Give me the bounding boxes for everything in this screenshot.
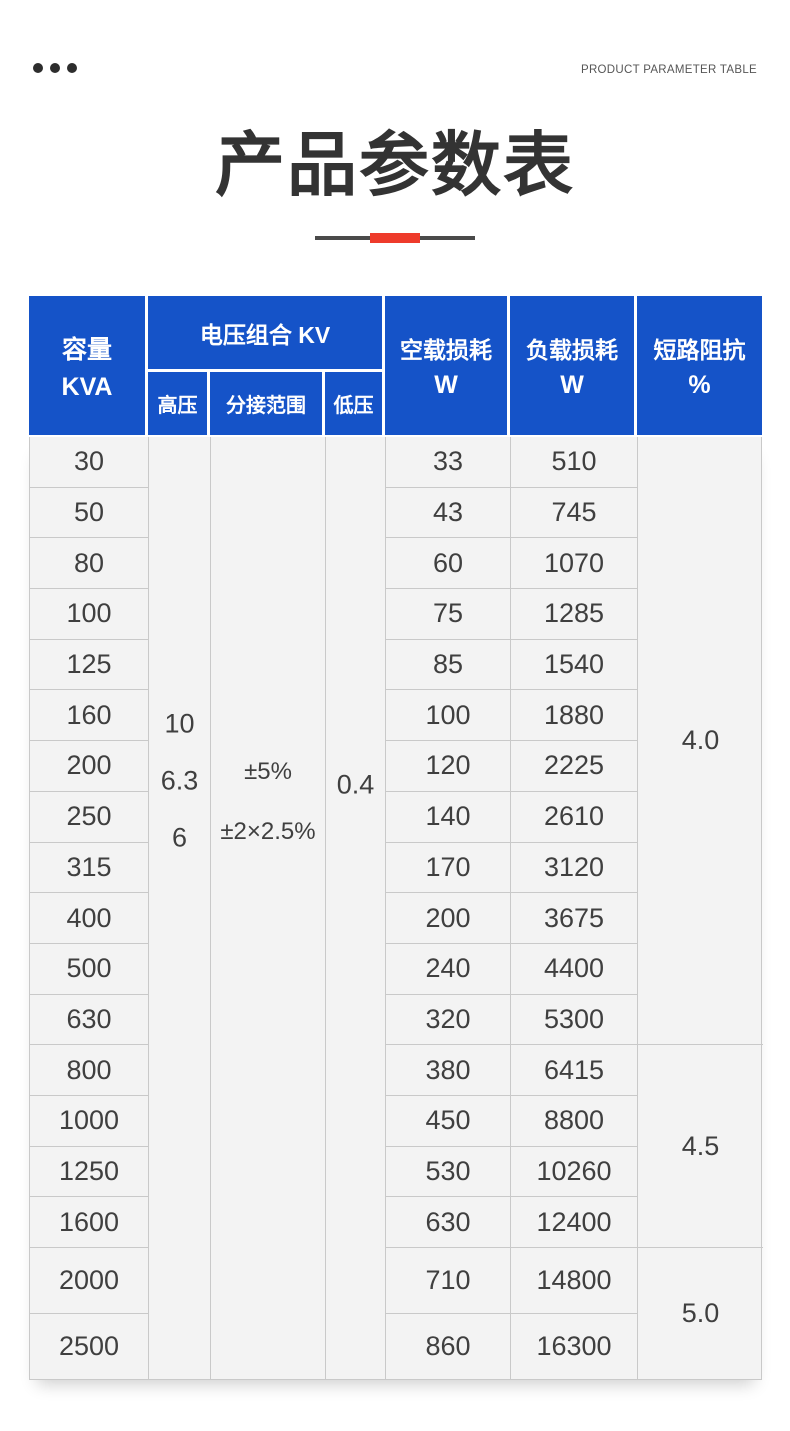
kva-cell: 30 (30, 437, 149, 488)
kva-cell: 1250 (30, 1146, 149, 1198)
load-loss-cell: 1880 (511, 690, 638, 742)
no-load-loss-cell: 43 (386, 487, 511, 539)
load-loss-cell: 3675 (511, 893, 638, 944)
title-underline (315, 233, 475, 243)
no-load-loss-cell: 380 (386, 1045, 511, 1096)
no-load-loss-cell: 85 (386, 639, 511, 691)
kva-cell: 200 (30, 741, 149, 792)
page-title: 产品参数表 (215, 126, 575, 204)
header-lv: 低压 (325, 372, 385, 435)
no-load-loss-cell: 200 (386, 893, 511, 944)
kva-cell: 1000 (30, 1095, 149, 1147)
kva-cell: 630 (30, 994, 149, 1046)
load-loss-cell: 4400 (511, 943, 638, 995)
kva-cell: 400 (30, 893, 149, 944)
load-loss-cell: 5300 (511, 994, 638, 1046)
no-load-loss-cell: 530 (386, 1146, 511, 1198)
no-load-loss-cell: 140 (386, 791, 511, 843)
load-loss-cell: 8800 (511, 1095, 638, 1147)
no-load-loss-cell: 860 (386, 1313, 511, 1379)
load-loss-cell: 1070 (511, 538, 638, 590)
no-load-loss-cell: 33 (386, 437, 511, 488)
impedance-cell: 4.0 (638, 437, 763, 1046)
load-loss-cell: 2225 (511, 741, 638, 792)
impedance-cell: 4.5 (638, 1045, 763, 1248)
load-loss-cell: 12400 (511, 1197, 638, 1248)
no-load-loss-cell: 100 (386, 690, 511, 742)
hv-values-cell: 10 6.3 6 (149, 437, 211, 1379)
load-loss-cell: 16300 (511, 1313, 638, 1379)
impedance-cell: 5.0 (681, 1298, 720, 1328)
header-hv: 高压 (148, 372, 210, 435)
no-load-loss-cell: 60 (386, 538, 511, 590)
lv-value-cell: 0.4 (326, 437, 386, 1379)
header-impedance: 短路阻抗 % (637, 296, 762, 435)
load-loss-cell: 1285 (511, 589, 638, 640)
header-capacity: 容量 KVA (29, 296, 148, 435)
no-load-loss-cell: 710 (386, 1248, 511, 1314)
no-load-loss-cell: 450 (386, 1095, 511, 1147)
underline-accent (370, 233, 420, 243)
kva-cell: 80 (30, 538, 149, 590)
no-load-loss-cell: 240 (386, 943, 511, 995)
dot-icon (50, 63, 60, 73)
load-loss-cell: 1540 (511, 639, 638, 691)
load-loss-cell: 510 (511, 437, 638, 488)
kva-cell: 125 (30, 639, 149, 691)
kva-cell: 500 (30, 943, 149, 995)
no-load-loss-cell: 170 (386, 842, 511, 894)
kva-cell: 250 (30, 791, 149, 843)
no-load-loss-cell: 120 (386, 741, 511, 792)
load-loss-cell: 3120 (511, 842, 638, 894)
tap-range-cell: ±5% ±2×2.5% (211, 437, 326, 1379)
header-no-load-loss: 空载损耗 W (385, 296, 510, 435)
load-loss-cell: 2610 (511, 791, 638, 843)
dot-icon (33, 63, 43, 73)
kva-cell: 50 (30, 487, 149, 539)
no-load-loss-cell: 630 (386, 1197, 511, 1248)
ellipsis-dots-icon (33, 63, 77, 73)
kva-cell: 160 (30, 690, 149, 742)
header-tap-range: 分接范围 (210, 372, 325, 435)
header-voltage-group: 电压组合 KV (148, 296, 385, 372)
kva-cell: 315 (30, 842, 149, 894)
load-loss-cell: 745 (511, 487, 638, 539)
header-load-loss: 负载损耗 W (510, 296, 637, 435)
no-load-loss-cell: 320 (386, 994, 511, 1046)
kva-cell: 100 (30, 589, 149, 640)
parameter-table: 容量 KVA 电压组合 KV 高压 分接范围 低压 空载损耗 W 负载损耗 W … (29, 296, 763, 1380)
kva-cell: 800 (30, 1045, 149, 1096)
table-header: 容量 KVA 电压组合 KV 高压 分接范围 低压 空载损耗 W 负载损耗 W … (29, 296, 762, 435)
dot-icon (67, 63, 77, 73)
section-subtitle: PRODUCT PARAMETER TABLE (580, 64, 757, 76)
kva-cell: 1600 (30, 1197, 149, 1248)
load-loss-cell: 6415 (511, 1045, 638, 1096)
load-loss-cell: 10260 (511, 1146, 638, 1198)
table-body: 30 50 80 100 125 160 200 250 315 400 500… (29, 437, 763, 1380)
load-loss-cell: 14800 (511, 1248, 638, 1314)
kva-cell: 2000 (30, 1248, 149, 1314)
no-load-loss-cell: 75 (386, 589, 511, 640)
kva-cell: 2500 (30, 1313, 149, 1379)
